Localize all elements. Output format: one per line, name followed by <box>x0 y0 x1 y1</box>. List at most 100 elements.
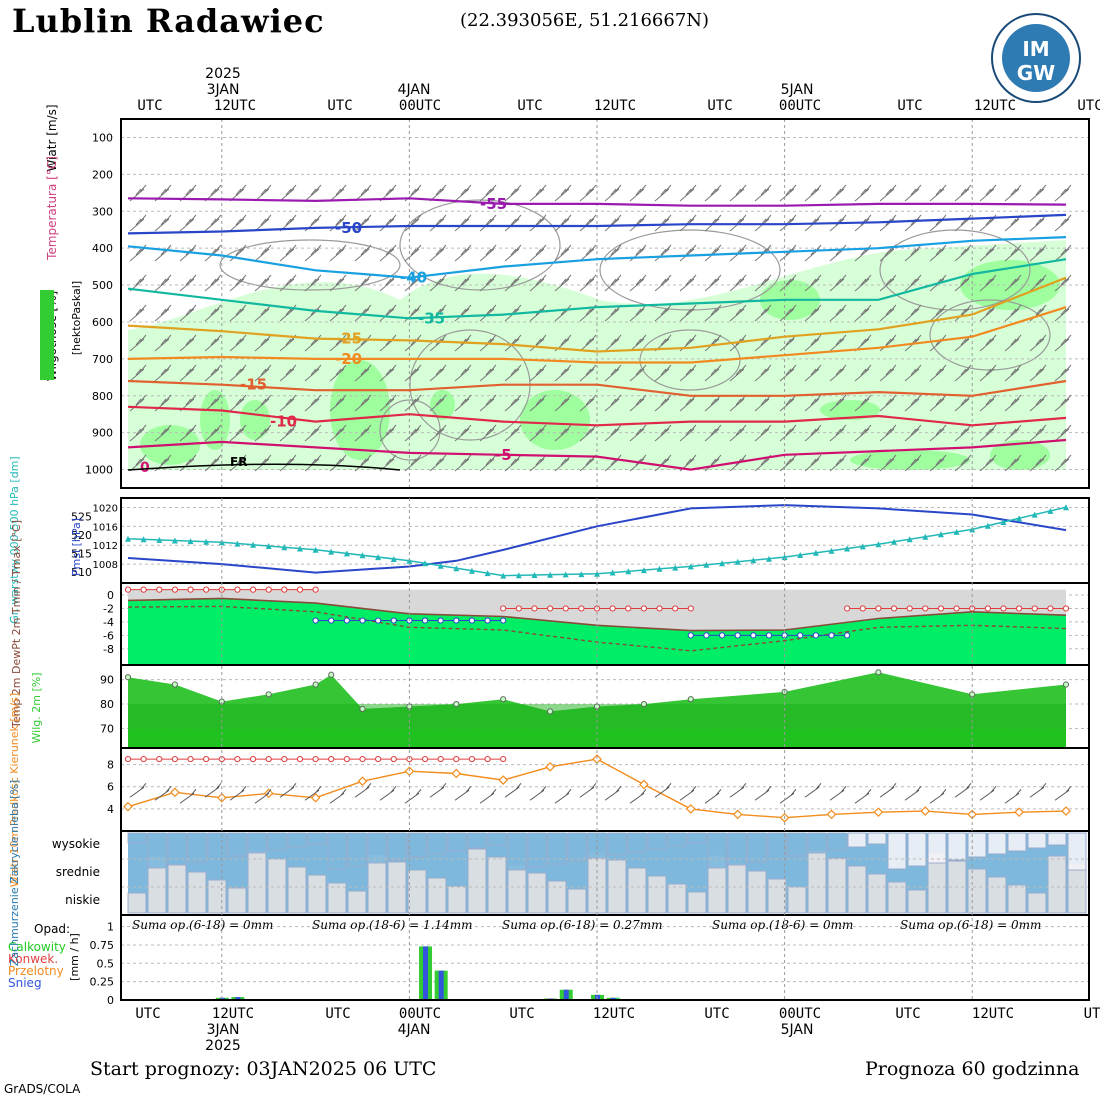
top-time-label: 12UTC <box>214 98 256 114</box>
wind-barb <box>779 364 797 382</box>
wind-barb <box>929 454 947 472</box>
wind-barb <box>454 184 472 202</box>
wind-barb <box>929 364 947 382</box>
geo-marker <box>859 543 866 550</box>
cloud-bar-high <box>747 832 767 863</box>
wind-barb <box>1054 304 1072 322</box>
precip-tick: 0 <box>107 994 114 1007</box>
cloud-level-label: wysokie <box>52 837 100 851</box>
wind-direction-barb <box>754 785 772 801</box>
wind-barb <box>679 304 697 322</box>
geo-marker <box>343 550 350 557</box>
geo-marker <box>953 528 960 535</box>
ylabel-temp2m: Temp 2m DewPt 2m Tmin / Tmax [°C] <box>10 520 23 729</box>
tmax-marker <box>124 586 132 593</box>
cloud-bar-low <box>127 892 147 914</box>
geo-marker <box>422 560 428 567</box>
wind-barb <box>404 364 422 382</box>
geo-marker <box>812 549 819 556</box>
wind-barb <box>329 424 347 442</box>
wind-barb <box>779 274 797 292</box>
svg-text:GW: GW <box>1017 61 1055 85</box>
wind-barb <box>229 424 247 442</box>
tmax-marker <box>1000 605 1007 612</box>
wind-max-marker <box>437 755 444 763</box>
wind-direction-barb <box>629 788 647 804</box>
temp-tick: -6 <box>103 629 114 642</box>
wind-barb <box>429 274 447 292</box>
wind-barb <box>629 334 647 352</box>
wind-barb <box>629 364 647 382</box>
cloud-bar-high <box>467 832 487 849</box>
cloud-bar-high <box>287 832 307 848</box>
wind-barb <box>429 304 447 322</box>
tmax-marker <box>547 605 554 612</box>
wind-barb <box>554 184 572 202</box>
precip-bar-snow <box>438 970 444 1000</box>
tmin-marker <box>468 617 476 624</box>
sounding-panel-bg <box>121 119 1089 488</box>
wind-speed-marker <box>170 787 180 798</box>
tmin-marker <box>328 617 335 624</box>
wind-barb <box>1029 304 1047 322</box>
geo-marker <box>359 552 366 559</box>
top-time-label: 00UTC <box>779 98 821 114</box>
cloud-bar-low <box>787 886 807 914</box>
tmax-marker <box>656 605 663 612</box>
precip-tick: 0.75 <box>90 939 115 952</box>
tmax-marker <box>687 605 694 612</box>
tmax-marker <box>249 586 257 593</box>
cloud-bar-low <box>887 881 907 914</box>
cloud-bar-high <box>607 832 627 856</box>
wind-barb <box>779 424 797 442</box>
rh-marker <box>265 691 272 698</box>
pmsl-line <box>127 504 1067 574</box>
cloud-bar-low <box>447 885 467 914</box>
tmax-marker <box>1031 605 1038 612</box>
geo-marker <box>297 545 303 552</box>
wind-direction-barb <box>1004 788 1022 804</box>
wind-barb <box>704 274 722 292</box>
tmax-marker <box>922 605 929 612</box>
rh-marker <box>312 681 319 688</box>
wind-barb <box>579 334 597 352</box>
wind-speed-marker <box>451 768 462 779</box>
wind-barb <box>554 424 572 442</box>
wind-barb <box>179 454 197 472</box>
geo-marker <box>1016 515 1023 522</box>
tmin-marker <box>343 617 350 624</box>
cloud-bar-low <box>307 874 327 914</box>
humidity-patch <box>240 400 270 440</box>
bottom-time-label: 12UTC <box>593 1006 635 1022</box>
cloud-bar-low <box>1007 884 1027 914</box>
wind-max-marker <box>421 755 429 763</box>
wind-max-marker <box>328 755 335 763</box>
wind-barb <box>1029 364 1047 382</box>
wind-direction-barb <box>779 788 797 804</box>
cloud-bar-low <box>907 889 927 914</box>
pmsl-tick: 1020 <box>93 503 118 514</box>
p-tick-label: 500 <box>92 279 113 292</box>
wind-max-marker <box>296 755 304 763</box>
wind-direction-barb <box>329 788 347 804</box>
top-time-label: UTC <box>1077 98 1100 114</box>
geo-marker <box>390 556 397 562</box>
wind-max-marker <box>468 755 476 763</box>
pmsl-tick: 1008 <box>93 560 118 571</box>
wind-barb <box>154 274 172 292</box>
precip-panel-frame <box>120 914 1090 1001</box>
geo-marker <box>687 563 694 570</box>
cloud-bar-low <box>547 880 567 914</box>
temp-tick: -8 <box>103 643 114 656</box>
top-time-label: 12UTC <box>974 98 1016 114</box>
cloud-bar-high <box>627 832 647 853</box>
wind-barb <box>829 364 847 382</box>
start-time: Start prognozy: 03JAN2025 06 UTC <box>90 1058 437 1080</box>
wind-barb <box>379 424 397 442</box>
wind-barb <box>879 274 897 292</box>
wind-barb <box>1029 244 1047 262</box>
wind-direction-barb <box>604 785 622 801</box>
wind-barb <box>454 304 472 322</box>
precip-legend-item: Konwek. <box>8 952 58 966</box>
wind-barb <box>454 454 472 472</box>
